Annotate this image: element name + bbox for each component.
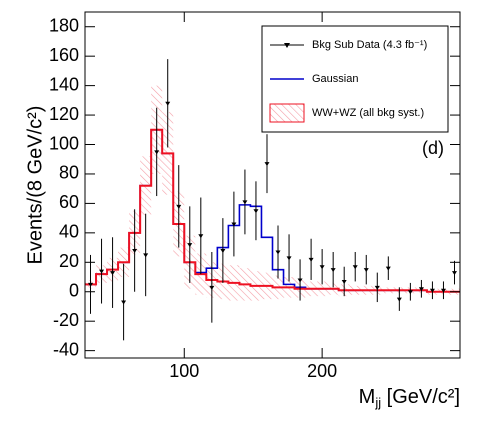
y-tick-label: 80: [59, 163, 79, 183]
data-point: [385, 266, 391, 271]
x-tick-label: 200: [307, 361, 337, 381]
data-point: [220, 249, 226, 254]
data-point: [451, 271, 457, 276]
y-axis-label: Events/(8 GeV/c²): [24, 106, 46, 265]
x-axis-label: Mjj [GeV/c²]: [359, 386, 460, 410]
data-point: [242, 200, 248, 205]
data-point: [440, 288, 446, 293]
data-point: [363, 268, 369, 273]
y-tick-label: 180: [49, 15, 79, 35]
legend-marker: [284, 43, 290, 48]
data-point: [231, 222, 237, 227]
data-point: [209, 285, 215, 290]
data-point: [253, 209, 259, 214]
y-tick-label: -40: [53, 339, 79, 359]
x-tick-label: 100: [169, 361, 199, 381]
data-point: [319, 265, 325, 270]
data-point: [99, 269, 105, 274]
y-tick-label: -20: [53, 310, 79, 330]
data-point: [110, 271, 116, 276]
annotation: (d): [422, 138, 444, 158]
data-point: [352, 265, 358, 270]
data-point: [418, 287, 424, 292]
legend-swatch: [269, 103, 305, 123]
data-point: [275, 250, 281, 255]
data-point: [264, 162, 270, 167]
data-point: [121, 300, 127, 305]
data-point: [407, 290, 413, 295]
y-tick-label: 40: [59, 222, 79, 242]
data-point: [286, 256, 292, 261]
y-tick-label: 0: [69, 280, 79, 300]
data-point: [154, 150, 160, 155]
legend-label: Gaussian: [312, 73, 358, 85]
data-point: [396, 297, 402, 302]
data-point: [374, 285, 380, 290]
data-point: [308, 257, 314, 262]
legend-label: Bkg Sub Data (4.3 fb⁻¹): [312, 39, 427, 51]
y-tick-label: 160: [49, 45, 79, 65]
data-point: [341, 279, 347, 284]
y-tick-label: 60: [59, 192, 79, 212]
data-point: [88, 282, 94, 287]
data-point: [143, 253, 149, 258]
data-point: [132, 249, 138, 254]
data-point: [165, 101, 171, 106]
data-point: [330, 268, 336, 273]
data-point: [297, 278, 303, 283]
data-point: [429, 288, 435, 293]
step-line: [85, 128, 460, 293]
data-point: [176, 204, 182, 209]
y-tick-label: 120: [49, 104, 79, 124]
data-point: [198, 234, 204, 239]
y-tick-label: 20: [59, 251, 79, 271]
y-tick-label: 140: [49, 74, 79, 94]
data-point: [187, 243, 193, 248]
y-tick-label: 100: [49, 133, 79, 153]
legend-label: WW+WZ (all bkg syst.): [312, 107, 424, 119]
plot-frame: [84, 11, 461, 359]
